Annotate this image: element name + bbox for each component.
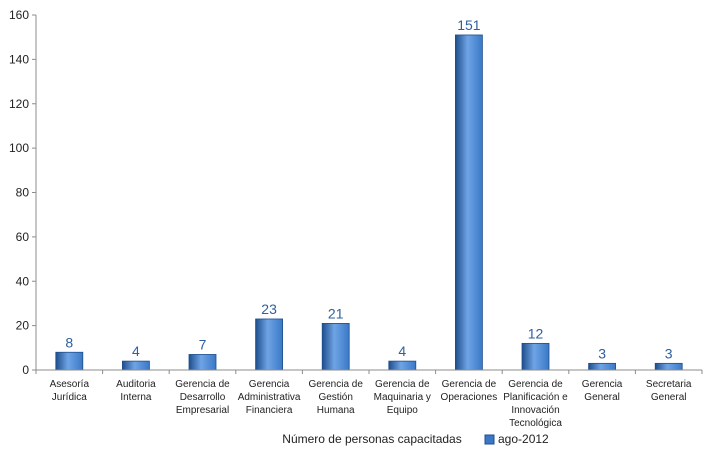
x-tick-label: Gerencia de Gestión Humana xyxy=(308,379,363,416)
bar xyxy=(521,342,550,371)
bar xyxy=(588,362,616,371)
data-label: 3 xyxy=(598,345,606,361)
y-tick-label: 80 xyxy=(16,186,30,200)
x-tick-label: Gerencia de Maquinaria y Equipo xyxy=(374,379,431,416)
data-label: 8 xyxy=(65,334,73,350)
bar xyxy=(188,354,217,371)
legend-swatch xyxy=(484,434,495,445)
data-labels: 8 4 7 23 21 4 151 12 3 3 xyxy=(65,17,672,361)
y-tick-label: 140 xyxy=(9,52,29,66)
y-tick-label: 100 xyxy=(9,141,29,155)
data-label: 151 xyxy=(457,17,481,33)
bar xyxy=(654,362,683,371)
axes xyxy=(35,15,703,374)
x-tick-label: Asesoría Jurídica xyxy=(50,379,90,403)
bar xyxy=(388,360,417,371)
data-label: 4 xyxy=(132,343,140,359)
x-tick-label: Gerencia de Planificación e Innovación Tecn… xyxy=(503,379,568,429)
data-label: 7 xyxy=(199,336,207,352)
y-tick-label: 120 xyxy=(9,97,29,111)
data-label: 3 xyxy=(665,345,673,361)
data-label: 12 xyxy=(528,325,544,341)
y-tick-label: 0 xyxy=(22,363,29,377)
x-axis-title: Número de personas capacitadas xyxy=(282,432,461,446)
y-axis-ticks: 0 20 40 60 80 100 120 140 160 xyxy=(9,8,36,377)
legend-label: ago-2012 xyxy=(498,432,549,446)
bars xyxy=(55,34,683,371)
x-tick-label: Auditoria Interna xyxy=(116,379,156,403)
y-tick-label: 60 xyxy=(16,230,30,244)
data-label: 4 xyxy=(398,343,406,359)
y-tick-label: 40 xyxy=(16,274,30,288)
bar xyxy=(321,323,350,371)
bar xyxy=(255,318,284,371)
x-tick-label: Gerencia de Desarrollo Empresarial xyxy=(175,379,230,416)
legend: Número de personas capacitadas ago-2012 xyxy=(282,432,549,446)
bar xyxy=(122,360,150,371)
data-label: 21 xyxy=(328,305,344,321)
x-tick-label: Gerencia General xyxy=(582,379,623,403)
x-tick-label: Secretaria General xyxy=(646,379,692,403)
x-tick-label: Gerencia de Operaciones xyxy=(441,379,498,403)
x-axis-labels: Asesoría Jurídica Auditoria Interna Gerencia… xyxy=(50,379,692,429)
bar xyxy=(454,34,483,371)
bar xyxy=(55,351,84,371)
y-tick-label: 20 xyxy=(16,319,30,333)
data-label: 23 xyxy=(261,301,277,317)
y-tick-label: 160 xyxy=(9,8,29,22)
x-tick-label: Gerencia Administrativa Financiera xyxy=(238,379,301,416)
